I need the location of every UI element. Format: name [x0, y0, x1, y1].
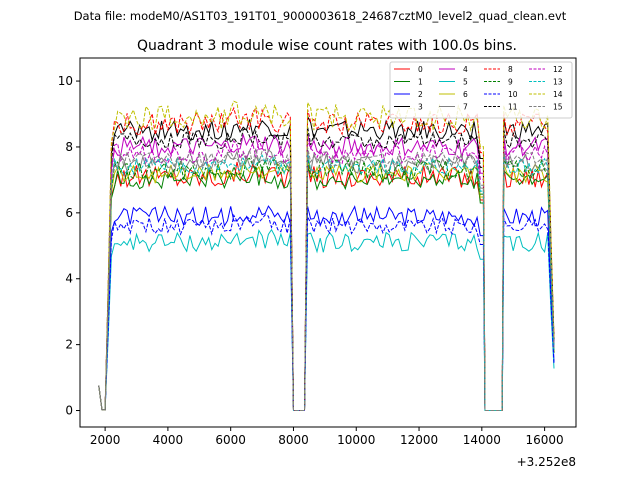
legend-label: 6	[463, 90, 468, 99]
x-tick-label: 4000	[153, 433, 184, 447]
legend-label: 15	[553, 103, 563, 112]
series-line-7	[98, 148, 555, 411]
x-tick-label: 8000	[278, 433, 309, 447]
legend-label: 0	[418, 65, 423, 74]
x-axis: 2000 4000 6000 8000 10000 12000 14000 16000	[90, 427, 564, 447]
y-tick-label: 8	[65, 140, 73, 154]
legend-label: 12	[553, 65, 563, 74]
x-tick-label: 16000	[526, 433, 564, 447]
series-line-6	[98, 161, 555, 411]
series-line-11	[98, 126, 555, 411]
legend-label: 4	[463, 65, 468, 74]
series-line-2	[98, 205, 555, 411]
suptitle: Data file: modeM0/AS1T03_191T01_90000036…	[74, 9, 567, 23]
series-line-5	[98, 228, 555, 411]
legend-label: 2	[418, 90, 423, 99]
legend-box	[389, 61, 573, 119]
x-tick-label: 2000	[90, 433, 121, 447]
y-tick-label: 10	[58, 74, 73, 88]
x-tick-label: 14000	[463, 433, 501, 447]
legend-label: 13	[553, 78, 563, 87]
chart-title: Quadrant 3 module wise count rates with …	[137, 38, 517, 54]
series-line-9	[98, 157, 555, 411]
series-line-1	[98, 165, 555, 411]
y-tick-label: 2	[65, 338, 73, 352]
legend-label: 9	[508, 78, 513, 87]
series-layer	[98, 100, 555, 411]
y-axis: 0 2 4 6 8 10	[58, 74, 80, 418]
legend-label: 1	[418, 78, 423, 87]
legend-label: 8	[508, 65, 513, 74]
x-tick-label: 12000	[400, 433, 438, 447]
legend-label: 7	[463, 103, 468, 112]
series-line-8	[98, 106, 555, 411]
x-offset-label: +3.252e8	[517, 455, 576, 469]
x-tick-label: 6000	[215, 433, 246, 447]
series-line-14	[98, 100, 555, 411]
y-tick-label: 6	[65, 206, 73, 220]
legend-label: 10	[508, 90, 518, 99]
legend-label: 3	[418, 103, 423, 112]
y-tick-label: 0	[65, 404, 73, 418]
legend-label: 14	[553, 90, 563, 99]
series-line-0	[98, 161, 555, 411]
series-line-15	[98, 147, 555, 411]
legend-label: 5	[463, 78, 468, 87]
plot-frame	[79, 57, 577, 428]
legend-label: 11	[508, 103, 518, 112]
series-line-13	[98, 153, 555, 411]
series-line-10	[98, 213, 555, 411]
y-tick-label: 4	[65, 272, 73, 286]
series-line-12	[98, 138, 555, 411]
x-tick-label: 10000	[337, 433, 375, 447]
